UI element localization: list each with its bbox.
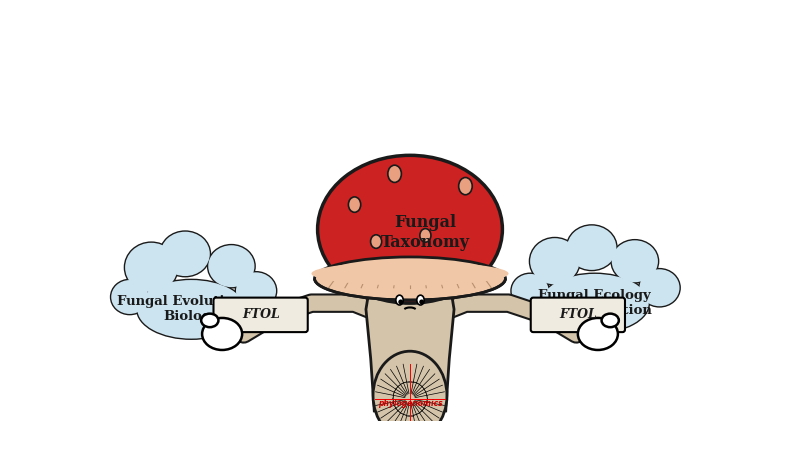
- Ellipse shape: [512, 274, 549, 308]
- Ellipse shape: [208, 245, 254, 287]
- Ellipse shape: [125, 243, 178, 292]
- Ellipse shape: [388, 165, 402, 183]
- Ellipse shape: [567, 226, 616, 270]
- Ellipse shape: [201, 314, 218, 327]
- Ellipse shape: [567, 226, 616, 270]
- Ellipse shape: [512, 274, 549, 308]
- Ellipse shape: [541, 274, 649, 333]
- FancyBboxPatch shape: [214, 298, 308, 332]
- Text: phylogenomics: phylogenomics: [378, 399, 442, 408]
- Ellipse shape: [612, 240, 658, 282]
- Text: Fungal Ecology
& Conservation: Fungal Ecology & Conservation: [538, 289, 652, 317]
- Ellipse shape: [111, 280, 148, 314]
- Ellipse shape: [161, 232, 210, 276]
- FancyBboxPatch shape: [530, 298, 625, 332]
- Ellipse shape: [349, 197, 361, 212]
- Ellipse shape: [396, 295, 403, 305]
- Ellipse shape: [311, 262, 509, 285]
- Ellipse shape: [111, 280, 148, 314]
- Text: FTOL: FTOL: [559, 308, 597, 321]
- Ellipse shape: [541, 274, 649, 333]
- Ellipse shape: [612, 240, 658, 282]
- Ellipse shape: [111, 280, 148, 314]
- Ellipse shape: [602, 314, 619, 327]
- Ellipse shape: [161, 232, 210, 276]
- Ellipse shape: [639, 269, 679, 306]
- Polygon shape: [366, 285, 454, 411]
- Ellipse shape: [138, 280, 246, 339]
- Ellipse shape: [567, 226, 616, 270]
- Ellipse shape: [541, 274, 649, 333]
- Circle shape: [419, 299, 424, 305]
- Ellipse shape: [208, 245, 254, 287]
- Ellipse shape: [639, 269, 679, 306]
- Ellipse shape: [236, 272, 276, 309]
- Ellipse shape: [512, 274, 549, 308]
- Ellipse shape: [370, 235, 382, 248]
- Ellipse shape: [138, 280, 246, 339]
- Ellipse shape: [125, 243, 178, 292]
- Text: Fungal Evolutionary
Biology: Fungal Evolutionary Biology: [117, 295, 266, 324]
- Ellipse shape: [420, 228, 431, 242]
- Ellipse shape: [236, 272, 276, 309]
- Ellipse shape: [373, 351, 447, 440]
- Circle shape: [398, 299, 403, 305]
- Ellipse shape: [639, 269, 679, 306]
- Ellipse shape: [236, 272, 276, 309]
- Ellipse shape: [208, 245, 254, 287]
- Ellipse shape: [138, 280, 246, 339]
- Ellipse shape: [612, 240, 658, 282]
- Ellipse shape: [202, 318, 242, 350]
- Ellipse shape: [161, 232, 210, 276]
- Ellipse shape: [578, 318, 618, 350]
- Ellipse shape: [530, 238, 579, 284]
- Ellipse shape: [318, 155, 502, 303]
- Ellipse shape: [314, 257, 506, 300]
- Ellipse shape: [125, 243, 178, 292]
- Text: FTOL: FTOL: [242, 308, 280, 321]
- Ellipse shape: [530, 238, 579, 284]
- Text: Fungal
Taxonomy: Fungal Taxonomy: [381, 214, 470, 251]
- Ellipse shape: [530, 238, 579, 284]
- Ellipse shape: [458, 177, 472, 195]
- Ellipse shape: [417, 295, 424, 305]
